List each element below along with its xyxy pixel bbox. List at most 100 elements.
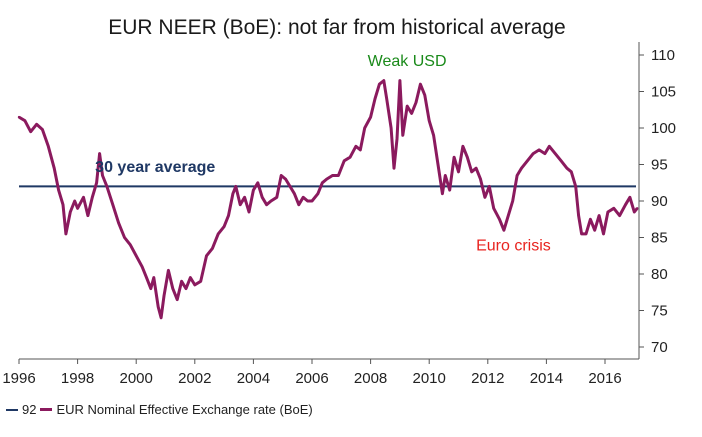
neer-data-point [419,83,422,86]
neer-data-point [234,185,237,188]
neer-data-point [441,192,444,195]
neer-data-point [401,134,404,137]
neer-data-point [171,287,174,290]
neer-data-point [180,280,183,283]
neer-data-point [406,104,409,108]
neer-data-point [532,152,535,155]
x-tick-label: 2008 [354,370,387,387]
neer-data-point [398,79,402,82]
annotation-30-year-average: 30 year average [95,159,215,176]
neer-data-point [474,167,478,170]
neer-data-point [176,298,179,301]
axes: 1996 1998 2000 2002 2004 2006 2008 2010 2012 2014… [2,42,676,387]
neer-data-point [378,83,381,86]
neer-data-point [280,174,283,177]
neer-data-point [633,210,636,214]
neer-data-point [436,163,440,166]
neer-data-point [243,196,246,199]
neer-data-point [167,269,170,272]
neer-data-point [577,214,580,217]
neer-series-line [18,79,639,320]
x-tick-label: 2000 [120,370,153,387]
y-tick-label: 75 [651,303,668,320]
neer-data-point [537,148,541,152]
neer-data-point [628,196,632,199]
neer-data-point [543,152,547,155]
neer-data-point [470,170,473,173]
neer-data-point [520,167,523,170]
legend-label-neer: EUR Nominal Effective Exchange rate (BoE… [56,402,313,417]
neer-data-point [570,170,573,173]
neer-data-point [69,210,72,214]
neer-data-point [53,167,56,170]
neer-data-point [385,97,388,101]
neer-data-point [129,243,132,246]
annotations: 30 year average Weak USD Euro crisis [95,53,551,255]
neer-data-point [306,199,309,203]
y-tick-label: 85 [651,230,668,247]
neer-data-point [492,207,495,210]
annotation-weak-usd: Weak USD [368,53,447,70]
neer-data-point [548,145,551,148]
neer-data-point [316,192,320,195]
neer-data-point [64,232,68,236]
neer-data-point [293,192,296,195]
x-tick-label: 1998 [61,370,94,387]
neer-data-point [593,229,596,232]
annotation-euro-crisis: Euro crisis [476,238,551,255]
neer-data-point [231,192,235,195]
neer-data-point [395,137,399,141]
neer-data-point [526,159,529,162]
neer-data-point [265,203,268,206]
neer-data-point [488,185,491,188]
neer-data-point [382,79,385,82]
neer-data-point [29,130,32,133]
x-tick-label: 2010 [413,370,446,387]
neer-data-point [369,115,372,119]
neer-data-point [597,214,601,217]
x-tick-label: 2006 [295,370,328,387]
legend-label-average: 92 [22,402,37,417]
neer-data-point [117,221,120,225]
neer-data-point [82,196,85,199]
neer-data-point [515,174,519,177]
neer-data-point [498,218,501,221]
neer-data-point [284,177,287,181]
neer-data-point [624,203,627,206]
neer-data-point [123,236,126,239]
neer-data-point [217,232,220,236]
neer-data-point [559,159,563,162]
neer-data-point [199,280,202,283]
x-tick-label: 2012 [471,370,504,387]
legend: 92 EUR Nominal Effective Exchange rate (… [6,402,317,417]
neer-data-point [511,199,514,203]
neer-data-point [348,156,352,159]
neer-data-point [184,287,188,290]
neer-data-point [502,229,506,232]
neer-data-point [373,97,377,101]
neer-data-point [256,181,259,184]
neer-data-point [389,126,393,130]
neer-data-point [589,218,592,221]
neer-data-point [325,177,328,181]
neer-data-point [444,174,447,177]
neer-data-point [507,214,510,217]
neer-data-point [261,196,264,199]
neer-data-point [612,207,615,210]
neer-data-point [275,196,278,199]
neer-data-point [448,188,451,192]
neer-data-point [91,196,94,199]
y-tick-label: 105 [651,84,676,101]
neer-data-point [227,214,230,217]
neer-data-point [17,115,21,119]
neer-data-point [149,287,152,290]
neer-data-point [343,159,346,162]
neer-data-point [162,294,166,298]
y-tick-label: 80 [651,266,668,283]
neer-data-point [57,188,60,192]
y-tick-label: 110 [651,47,675,64]
neer-data-point [414,101,418,104]
neer-data-point [584,232,588,236]
chart: EUR NEER (BoE): not far from historical … [2,16,676,387]
neer-data-point [606,210,610,214]
